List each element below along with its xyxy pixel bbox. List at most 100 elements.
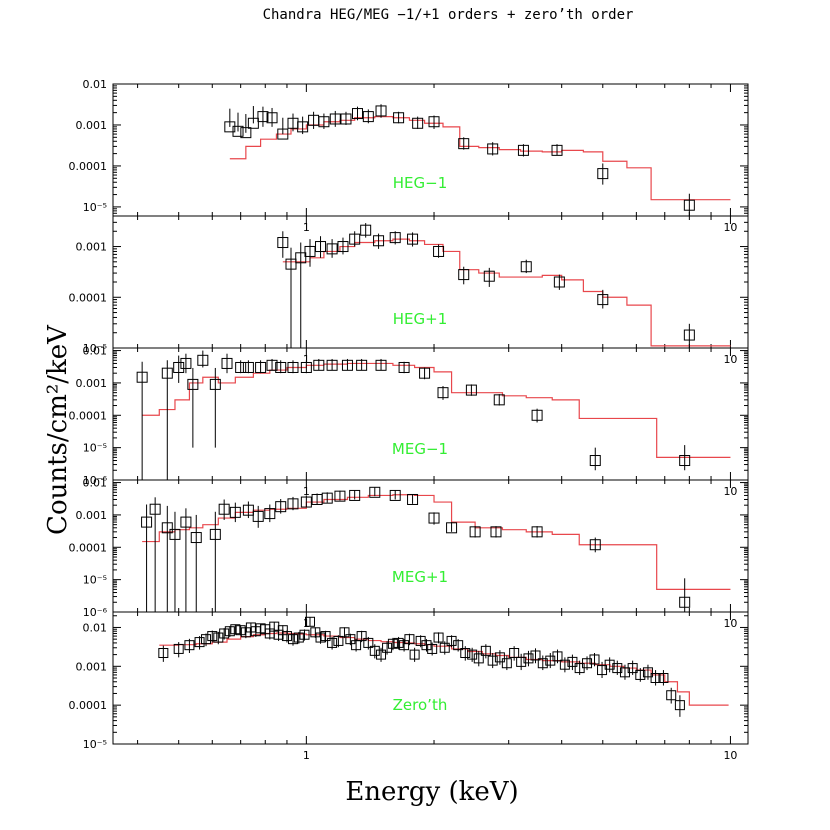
y-tick-label: 0.01 <box>83 78 108 91</box>
point-marker <box>299 629 310 640</box>
data-point <box>341 358 353 371</box>
panel-label: MEG−1 <box>392 440 448 458</box>
point-marker <box>427 643 438 654</box>
panel-frame <box>112 479 749 613</box>
data-point <box>469 526 481 538</box>
point-marker <box>158 648 169 659</box>
data-point <box>356 630 367 643</box>
point-marker <box>242 361 254 373</box>
data-point <box>297 116 309 135</box>
point-marker <box>530 650 541 661</box>
data-point <box>349 231 361 247</box>
data-point <box>439 641 450 655</box>
data-point <box>351 106 363 121</box>
data-point <box>650 670 661 686</box>
point-marker <box>287 361 299 373</box>
point-marker <box>287 634 298 645</box>
data-point <box>277 231 289 258</box>
data-point <box>537 655 548 671</box>
point-marker <box>407 493 419 505</box>
point-marker <box>356 359 368 371</box>
point-marker <box>487 143 499 155</box>
data-point <box>300 495 312 508</box>
data-point <box>187 367 199 448</box>
data-point <box>360 223 372 238</box>
point-marker <box>553 276 565 288</box>
data-point <box>235 360 247 374</box>
data-point <box>382 641 393 655</box>
x-tick-label: 10 <box>723 617 737 630</box>
point-marker <box>523 653 534 664</box>
point-marker <box>136 371 148 383</box>
point-marker <box>650 673 661 683</box>
panel-label: Zero’th <box>393 696 448 714</box>
data-point <box>531 526 543 538</box>
x-tick-label: 10 <box>723 485 737 498</box>
point-marker <box>490 526 502 538</box>
data-point <box>375 358 387 371</box>
data-point <box>516 653 527 671</box>
model-curve <box>159 632 729 706</box>
point-marker <box>321 492 333 504</box>
point-marker <box>467 649 478 660</box>
point-marker <box>369 486 381 498</box>
point-marker <box>229 506 241 518</box>
data-point <box>387 637 398 651</box>
data-point <box>407 493 419 505</box>
x-tick-label: 10 <box>723 221 737 234</box>
x-tick-label: 1 <box>303 749 310 762</box>
point-marker <box>369 645 380 656</box>
point-marker <box>469 526 481 538</box>
y-tick-label: 0.01 <box>83 345 108 358</box>
data-point <box>642 664 653 680</box>
plot-panels: 1 10 0.01 0.001 0.0001 10⁻⁵ HEG−1 1 10 0.001 0.000… <box>69 78 749 762</box>
data-point <box>315 632 326 644</box>
point-marker <box>597 168 609 180</box>
data-point <box>321 492 333 504</box>
data-point <box>180 508 192 612</box>
panel-1: 1 10 0.01 0.001 0.0001 10⁻⁵ HEG−1 <box>69 78 749 234</box>
data-point <box>351 639 362 652</box>
point-marker <box>433 632 444 643</box>
point-marker <box>287 498 299 510</box>
point-marker <box>224 626 235 637</box>
point-marker <box>404 634 415 645</box>
point-marker <box>161 367 173 379</box>
point-marker <box>582 658 593 669</box>
y-tick-label: 0.001 <box>76 119 108 132</box>
data-point <box>589 537 601 553</box>
point-marker <box>520 261 532 273</box>
point-marker <box>517 144 529 156</box>
data-point <box>509 646 520 661</box>
point-marker <box>393 637 404 648</box>
point-marker <box>300 496 312 508</box>
data-point <box>493 394 505 406</box>
data-point <box>407 232 419 247</box>
point-marker <box>310 627 321 638</box>
x-axis-label: Energy (keV) <box>345 777 518 807</box>
point-marker <box>209 378 221 390</box>
data-point <box>679 445 691 471</box>
data-point <box>266 358 278 371</box>
data-point <box>373 233 385 249</box>
point-marker <box>674 700 685 711</box>
point-marker <box>219 628 230 639</box>
data-point <box>356 358 368 371</box>
point-marker <box>277 237 289 249</box>
data-point <box>184 638 195 654</box>
point-marker <box>247 117 259 129</box>
data-point <box>224 626 235 637</box>
point-marker <box>351 108 363 120</box>
point-marker <box>363 637 374 648</box>
point-marker <box>337 241 349 253</box>
point-marker <box>320 631 331 642</box>
data-point <box>287 496 299 511</box>
point-marker <box>683 199 695 211</box>
data-point <box>190 514 202 612</box>
point-marker <box>589 539 601 551</box>
data-point <box>197 350 209 368</box>
point-marker <box>201 634 212 645</box>
point-marker <box>341 359 353 371</box>
panel-2: 1 10 0.001 0.0001 10⁻⁵ HEG+1 <box>69 215 749 366</box>
point-marker <box>597 665 608 676</box>
